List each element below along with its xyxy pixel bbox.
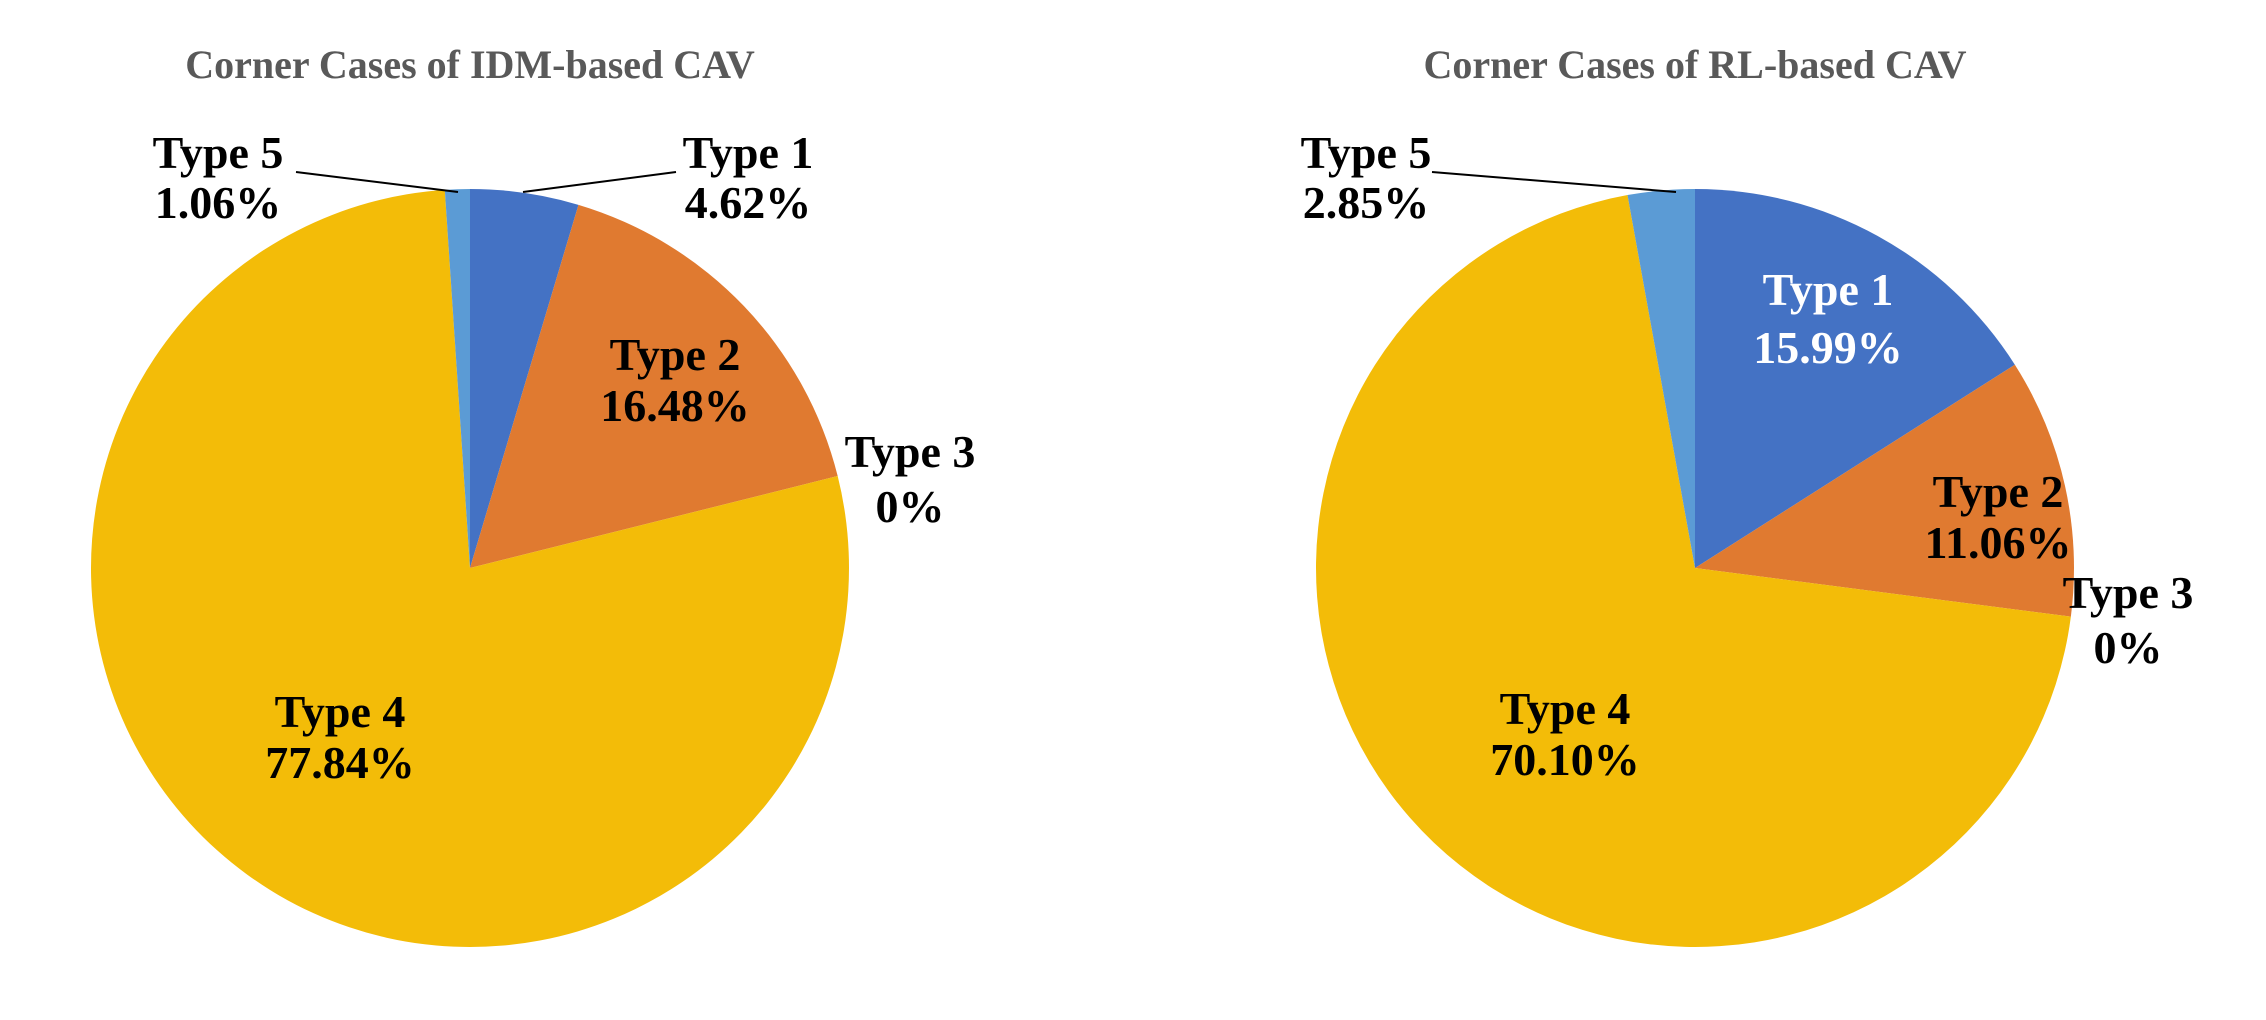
idm-label-type5: Type 5 1.06% (153, 127, 284, 228)
rl-label-type5: Type 5 2.85% (1301, 127, 1432, 228)
idm-label-type4-name: Type 4 (275, 686, 406, 737)
rl-label-type4-value: 70.10% (1490, 734, 1640, 785)
rl-slice-type5 (1627, 189, 1695, 568)
idm-label-type2: Type 2 16.48% (600, 329, 750, 431)
idm-label-type2-name: Type 2 (610, 329, 741, 380)
idm-label-type1-value: 4.62% (685, 177, 812, 228)
rl-pie (1316, 189, 2074, 948)
rl-slice-type2 (1695, 364, 2074, 617)
idm-slice-type4 (91, 189, 850, 947)
rl-label-type3: Type 3 0% (2063, 567, 2194, 673)
idm-pie (91, 189, 850, 947)
idm-chart-title: Corner Cases of IDM-based CAV (185, 42, 755, 87)
rl-label-type5-name: Type 5 (1301, 127, 1432, 178)
rl-label-type3-name: Type 3 (2063, 567, 2194, 618)
rl-label-type1-name: Type 1 (1763, 264, 1894, 315)
rl-chart-title: Corner Cases of RL-based CAV (1424, 42, 1967, 87)
idm-label-type3-name: Type 3 (845, 426, 976, 477)
rl-label-type5-value: 2.85% (1303, 177, 1430, 228)
rl-label-type4: Type 4 70.10% (1490, 683, 1640, 785)
rl-slice-type4 (1316, 195, 2071, 948)
rl-label-type2-name: Type 2 (1933, 466, 2064, 517)
idm-label-type1-name: Type 1 (683, 127, 814, 178)
idm-label-type3: Type 3 0% (845, 426, 976, 532)
rl-label-type2-value: 11.06% (1925, 517, 2072, 568)
idm-type5-leader-line (295, 171, 459, 193)
rl-slice-type1 (1695, 189, 2015, 568)
rl-label-type3-value: 0% (2094, 622, 2163, 673)
idm-label-type3-value: 0% (876, 481, 945, 532)
rl-label-type4-name: Type 4 (1500, 683, 1631, 734)
idm-label-type5-name: Type 5 (153, 127, 284, 178)
idm-label-type4-value: 77.84% (265, 737, 415, 788)
idm-type1-leader-line (522, 171, 677, 193)
idm-label-type5-value: 1.06% (155, 177, 282, 228)
idm-slice-type2 (470, 204, 838, 569)
rl-label-type1-value: 15.99% (1753, 322, 1903, 373)
idm-slice-type5 (444, 189, 470, 568)
idm-slice-type1 (470, 189, 579, 568)
idm-label-type2-value: 16.48% (600, 380, 750, 431)
rl-type5-leader-line (1431, 171, 1677, 193)
idm-label-type4: Type 4 77.84% (265, 686, 415, 788)
rl-label-type1: Type 1 15.99% (1753, 264, 1903, 373)
rl-label-type2: Type 2 11.06% (1925, 466, 2072, 568)
idm-label-type1: Type 1 4.62% (683, 127, 814, 228)
